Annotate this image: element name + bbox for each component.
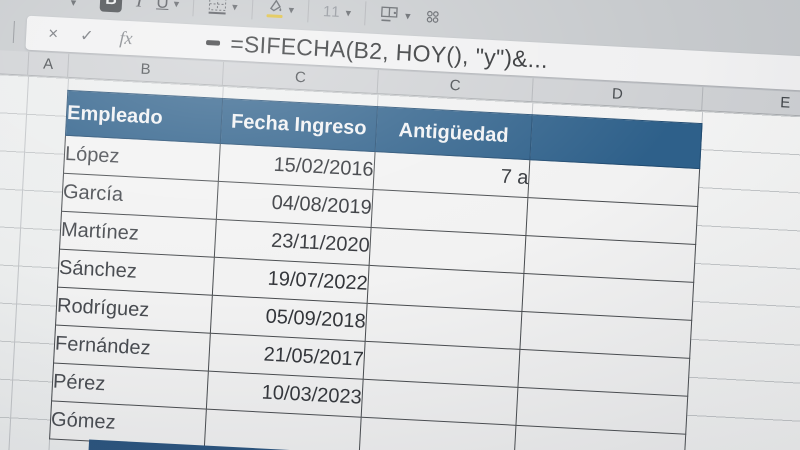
- fill-color-button[interactable]: ▾: [266, 0, 294, 19]
- column-header-blank: [0, 48, 30, 75]
- gridline-vertical: [6, 75, 30, 450]
- header-cell-antiguedad[interactable]: Antigüedad: [375, 106, 533, 160]
- column-header-a[interactable]: A: [28, 51, 70, 77]
- cancel-icon[interactable]: ×: [47, 23, 59, 44]
- underline-button[interactable]: U ▾: [156, 0, 180, 14]
- chevron-down-icon: ▾: [345, 6, 352, 20]
- chevron-down-icon: ▾: [173, 0, 180, 11]
- toolbar-overflow-icon[interactable]: ▾: [70, 0, 77, 9]
- sheet-grid[interactable]: Empleado Fecha Ingreso Antigüedad López …: [0, 72, 800, 450]
- cursor-dash-icon: [206, 39, 221, 46]
- italic-button[interactable]: I: [136, 0, 143, 13]
- dots-grid-icon: [426, 10, 439, 23]
- format-toolbar: ▾ B I U ▾ ▾: [0, 0, 800, 58]
- borders-icon: [208, 0, 227, 15]
- toolbar-divider: [364, 1, 367, 26]
- employee-table: Empleado Fecha Ingreso Antigüedad López …: [49, 90, 702, 450]
- name-box-divider: [12, 20, 15, 43]
- underline-icon: U: [155, 0, 170, 13]
- header-cell-fecha-ingreso[interactable]: Fecha Ingreso: [220, 98, 378, 152]
- toolbar-divider: [192, 0, 195, 17]
- toolbar-divider: [307, 0, 310, 23]
- paste-options-button[interactable]: [424, 8, 441, 25]
- merge-cells-icon: [381, 6, 399, 22]
- fill-color-swatch: [266, 14, 283, 19]
- toolbar-divider: [251, 0, 254, 20]
- cell-empleado[interactable]: Gómez: [49, 400, 207, 448]
- chevron-down-icon: ▾: [231, 0, 238, 14]
- cell-fecha[interactable]: [204, 409, 362, 450]
- italic-icon: I: [135, 0, 144, 12]
- borders-button[interactable]: ▾: [208, 0, 238, 16]
- insert-function-icon[interactable]: fx: [119, 27, 134, 48]
- bold-icon: B: [99, 0, 123, 13]
- font-size-selector[interactable]: 11 ▾: [323, 3, 352, 21]
- confirm-icon[interactable]: ✓: [79, 27, 94, 46]
- header-cell-empleado[interactable]: Empleado: [65, 90, 223, 144]
- font-size-value: 11: [322, 2, 342, 21]
- chevron-down-icon: ▾: [404, 9, 411, 23]
- fill-color-icon: [266, 0, 284, 19]
- chevron-down-icon: ▾: [288, 3, 295, 17]
- bold-button[interactable]: B: [99, 0, 123, 13]
- merge-cells-button[interactable]: ▾: [380, 4, 412, 26]
